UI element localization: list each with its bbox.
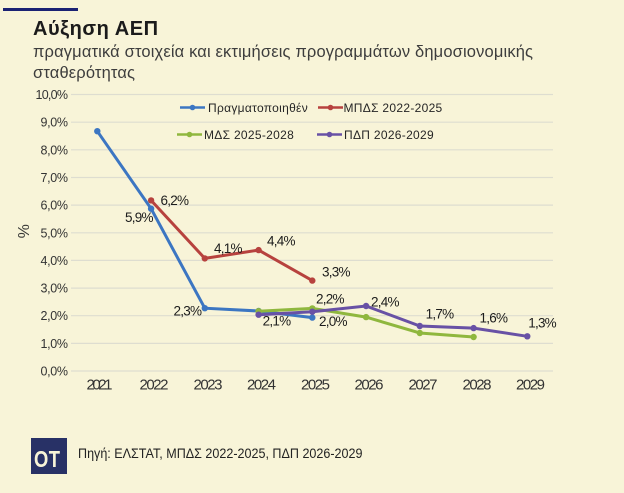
svg-text:3,0%: 3,0%	[41, 282, 69, 296]
svg-text:2023: 2023	[194, 377, 223, 394]
svg-text:2028: 2028	[463, 377, 492, 394]
svg-text:1,6%: 1,6%	[480, 311, 509, 326]
svg-text:2,0%: 2,0%	[41, 309, 69, 323]
svg-text:6,0%: 6,0%	[41, 199, 69, 213]
svg-text:4,0%: 4,0%	[41, 254, 69, 268]
svg-text:2,1%: 2,1%	[263, 314, 292, 329]
svg-text:3,3%: 3,3%	[322, 265, 351, 280]
svg-text:9,0%: 9,0%	[41, 116, 69, 130]
svg-text:%: %	[14, 224, 31, 238]
svg-text:2,2%: 2,2%	[316, 292, 345, 307]
svg-text:2,0%: 2,0%	[319, 314, 348, 329]
svg-text:2029: 2029	[516, 377, 545, 394]
svg-text:2,4%: 2,4%	[371, 295, 400, 310]
svg-text:0,0%: 0,0%	[41, 365, 69, 379]
svg-text:7,0%: 7,0%	[41, 171, 69, 185]
svg-text:2025: 2025	[301, 377, 330, 394]
svg-text:2022: 2022	[140, 377, 169, 394]
svg-text:1,7%: 1,7%	[426, 307, 455, 322]
svg-text:2027: 2027	[409, 377, 438, 394]
svg-text:ΜΔΣ 2025-2028: ΜΔΣ 2025-2028	[204, 128, 294, 142]
svg-text:10,0%: 10,0%	[36, 88, 69, 102]
svg-text:1,3%: 1,3%	[528, 316, 557, 331]
svg-text:1,0%: 1,0%	[41, 337, 69, 351]
svg-text:6,2%: 6,2%	[161, 193, 190, 208]
svg-text:ΠΔΠ 2026-2029: ΠΔΠ 2026-2029	[344, 128, 434, 142]
svg-text:4,1%: 4,1%	[214, 241, 243, 256]
svg-text:2026: 2026	[355, 377, 384, 394]
svg-text:2024: 2024	[247, 377, 276, 394]
svg-text:8,0%: 8,0%	[41, 143, 69, 157]
svg-text:2,3%: 2,3%	[174, 304, 203, 319]
svg-text:5,0%: 5,0%	[41, 226, 69, 240]
svg-text:Πραγματοποιηθέν: Πραγματοποιηθέν	[208, 101, 308, 115]
svg-text:2021: 2021	[87, 377, 113, 394]
svg-text:4,4%: 4,4%	[267, 234, 296, 249]
svg-text:5,9%: 5,9%	[125, 210, 154, 225]
svg-text:ΜΠΔΣ 2022-2025: ΜΠΔΣ 2022-2025	[344, 101, 443, 115]
